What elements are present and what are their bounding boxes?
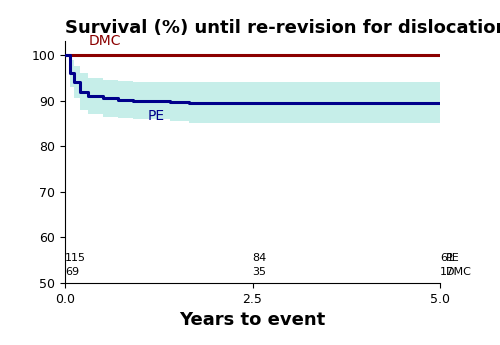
Text: PE: PE [148,109,164,123]
Text: 17: 17 [440,266,454,276]
Text: Survival (%) until re-revision for dislocation: Survival (%) until re-revision for dislo… [65,19,500,37]
Text: 35: 35 [252,266,266,276]
X-axis label: Years to event: Years to event [180,311,326,329]
Text: 115: 115 [65,253,86,263]
Text: DMC: DMC [89,34,122,48]
Text: 84: 84 [252,253,267,263]
Text: PE: PE [446,253,460,263]
Text: 61: 61 [440,253,454,263]
Text: DMC: DMC [446,266,471,276]
Text: 69: 69 [65,266,79,276]
